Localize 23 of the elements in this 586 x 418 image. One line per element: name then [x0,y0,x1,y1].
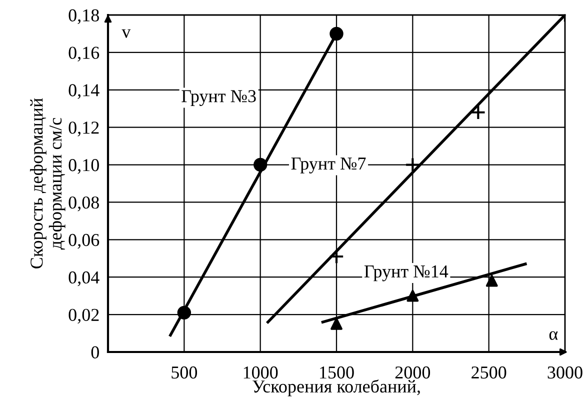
annotation: Грунт №3 [182,90,256,106]
annotation: Грунт №14 [364,265,448,282]
y-tick-label: 0,16 [68,46,100,62]
y-tick-label: 0,04 [68,271,100,286]
x-tick-label: 1500 [320,366,354,379]
x-tick-label: 2000 [395,366,430,379]
y-tick-label: 0 [91,346,99,358]
y-tick-label: 0,18 [68,9,99,24]
x-tick-label: 1000 [244,366,278,379]
y-tick-label: 0,02 [68,308,99,324]
y-tick-label: 0,08 [68,196,99,212]
y-tick-label: 0,14 [68,84,100,99]
annotation: v [122,29,131,38]
x-tick-label: 500 [172,366,198,379]
x-tick-label: 3000 [548,366,582,379]
y-axis-title: Скорость деформаций деформации см/с [30,98,66,268]
y-tick-label: 0,12 [68,122,99,136]
y-tick-label: 0,10 [68,159,99,174]
x-axis-title: Ускорения колебаний, [252,379,420,396]
annotation: α [549,331,558,340]
annotation: Грунт №7 [291,158,366,174]
y-tick-label: 0,06 [68,234,100,249]
x-tick-label: 2500 [472,366,506,379]
